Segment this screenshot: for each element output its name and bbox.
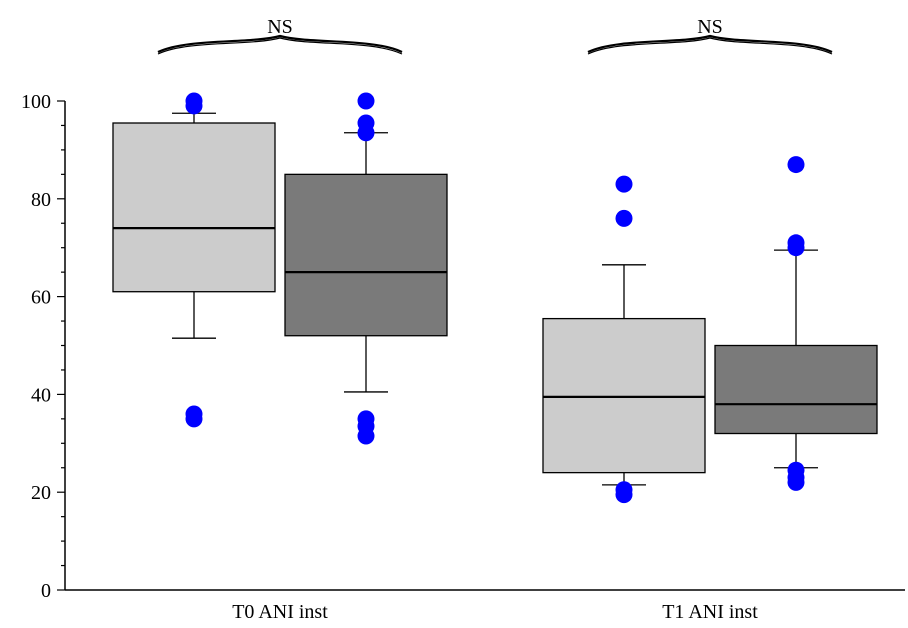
x-category-label: T1 ANI inst [662, 601, 758, 623]
x-category-label: T0 ANI inst [232, 601, 328, 623]
y-tick-label: 20 [31, 482, 51, 504]
boxes [112, 112, 878, 486]
y-tick-label: 40 [31, 384, 51, 406]
iqr-box [714, 344, 878, 435]
x-axis-category-labels: T0 ANI inst T1 ANI inst [232, 601, 758, 623]
y-tick-label: 80 [31, 189, 51, 211]
box-2-2 [714, 249, 878, 469]
outlier-point [185, 405, 203, 423]
outlier-point [357, 92, 375, 110]
iqr-box [112, 122, 276, 293]
y-axis-ticks: 0 20 40 60 80 100 [21, 91, 65, 602]
outlier-point [357, 410, 375, 428]
outliers [185, 92, 805, 504]
box-1-2 [284, 132, 448, 393]
outlier-point [615, 175, 633, 193]
y-tick-label: 0 [41, 580, 51, 602]
box-1-1 [112, 112, 276, 339]
significance-brace-shadow [587, 37, 833, 55]
box-2-1 [542, 264, 706, 486]
outlier-point [185, 92, 203, 110]
significance-brace [587, 34, 833, 53]
significance-label: NS [267, 16, 293, 38]
significance-brace-shadow [157, 37, 403, 55]
y-tick-label: 60 [31, 287, 51, 309]
outlier-point [357, 114, 375, 132]
y-tick-label: 100 [21, 91, 51, 113]
significance-annotations: NS NS [157, 16, 833, 55]
outlier-point [787, 461, 805, 479]
outlier-point [615, 481, 633, 499]
iqr-box [542, 317, 706, 474]
iqr-box [284, 173, 448, 337]
significance-label: NS [697, 16, 723, 38]
outlier-point [615, 209, 633, 227]
outlier-point [787, 234, 805, 252]
significance-brace [157, 34, 403, 53]
outlier-point [787, 156, 805, 174]
